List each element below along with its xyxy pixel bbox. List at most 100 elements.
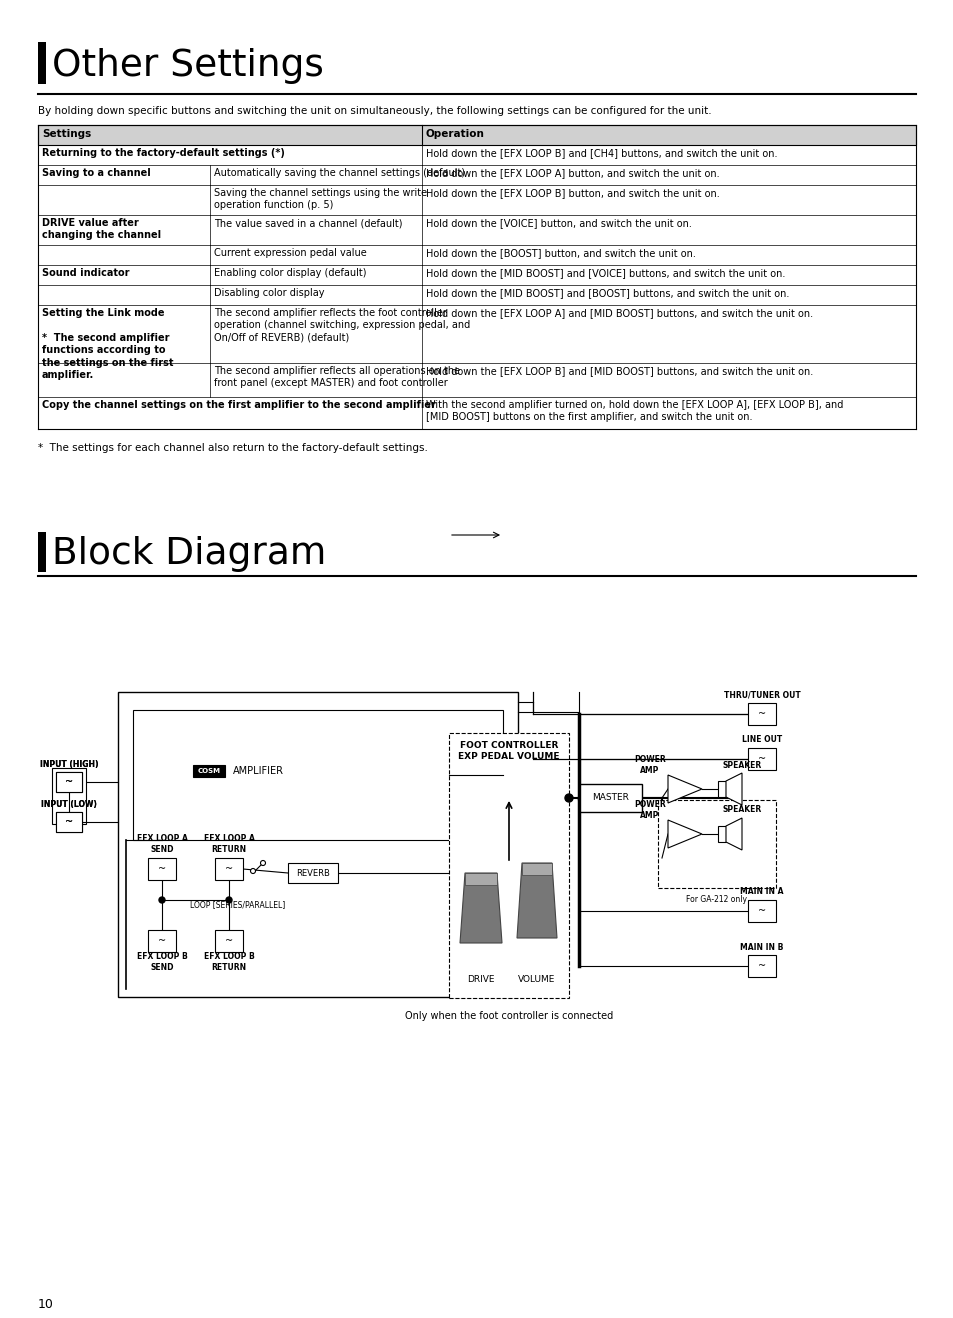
Bar	[56, 812, 82, 832]
Text: Sound indicator: Sound indicator	[42, 268, 130, 278]
Text: EFX LOOP A
RETURN: EFX LOOP A RETURN	[203, 834, 254, 854]
Text: INPUT (HIGH): INPUT (HIGH)	[40, 759, 98, 768]
Bar	[449, 733, 568, 998]
Bar	[148, 858, 175, 880]
Text: ~: ~	[65, 817, 73, 826]
Bar	[718, 826, 725, 842]
Polygon shape	[459, 873, 501, 942]
Text: ~: ~	[65, 817, 73, 826]
Text: For GA-212 only: For GA-212 only	[686, 895, 747, 904]
Text: Automatically saving the channel settings (default): Automatically saving the channel setting…	[213, 167, 465, 178]
Text: DRIVE: DRIVE	[467, 975, 495, 985]
Text: THRU/TUNER OUT: THRU/TUNER OUT	[723, 691, 800, 700]
Text: LOOP [SERIES/PARALLEL]: LOOP [SERIES/PARALLEL]	[190, 900, 285, 909]
Text: ~: ~	[65, 778, 73, 787]
Text: ~: ~	[757, 754, 765, 764]
Bar	[658, 800, 775, 888]
Bar	[118, 692, 517, 996]
Polygon shape	[667, 775, 701, 803]
Text: Disabling color display: Disabling color display	[213, 289, 324, 298]
Bar	[747, 956, 775, 977]
Text: COSM: COSM	[197, 768, 220, 774]
Text: INPUT (HIGH): INPUT (HIGH)	[40, 759, 98, 768]
Bar	[38, 532, 46, 572]
Text: Hold down the [EFX LOOP A] button, and switch the unit on.: Hold down the [EFX LOOP A] button, and s…	[426, 167, 719, 178]
Text: Hold down the [EFX LOOP B] and [CH4] buttons, and switch the unit on.: Hold down the [EFX LOOP B] and [CH4] but…	[426, 148, 777, 158]
Circle shape	[260, 861, 265, 866]
Circle shape	[251, 869, 255, 874]
Text: Saving to a channel: Saving to a channel	[42, 167, 151, 178]
Bar	[747, 900, 775, 923]
Polygon shape	[725, 818, 741, 850]
Text: Hold down the [MID BOOST] and [BOOST] buttons, and switch the unit on.: Hold down the [MID BOOST] and [BOOST] bu…	[426, 289, 788, 298]
Text: Copy the channel settings on the first amplifier to the second amplifier: Copy the channel settings on the first a…	[42, 399, 436, 410]
Bar	[56, 812, 82, 832]
Bar	[52, 768, 86, 824]
Text: MAIN IN B: MAIN IN B	[740, 942, 782, 952]
Bar	[747, 702, 775, 725]
Text: SPEAKER: SPEAKER	[721, 760, 760, 770]
Text: ~: ~	[757, 961, 765, 971]
Circle shape	[159, 898, 165, 903]
Text: Hold down the [VOICE] button, and switch the unit on.: Hold down the [VOICE] button, and switch…	[426, 217, 691, 228]
Bar	[132, 710, 502, 840]
Text: Setting the Link mode

*  The second amplifier
functions according to
the settin: Setting the Link mode * The second ampli…	[42, 308, 173, 380]
Bar	[214, 858, 243, 880]
Text: MASTER: MASTER	[592, 793, 629, 803]
Text: Hold down the [BOOST] button, and switch the unit on.: Hold down the [BOOST] button, and switch…	[426, 248, 695, 258]
Polygon shape	[725, 772, 741, 805]
Bar	[193, 764, 225, 778]
Text: SPEAKER: SPEAKER	[721, 805, 760, 815]
Text: 10: 10	[38, 1298, 53, 1311]
Text: Hold down the [EFX LOOP A] and [MID BOOST] buttons, and switch the unit on.: Hold down the [EFX LOOP A] and [MID BOOS…	[426, 308, 812, 318]
Text: Hold down the [EFX LOOP B] and [MID BOOST] buttons, and switch the unit on.: Hold down the [EFX LOOP B] and [MID BOOS…	[426, 366, 812, 376]
Text: Block Diagram: Block Diagram	[52, 536, 326, 572]
Text: REVERB: REVERB	[295, 869, 330, 878]
Bar	[56, 772, 82, 792]
Text: EFX LOOP A
SEND: EFX LOOP A SEND	[136, 834, 187, 854]
Bar	[579, 784, 641, 812]
Text: ~: ~	[757, 709, 765, 720]
Text: POWER
AMP: POWER AMP	[634, 755, 665, 775]
Text: ~: ~	[225, 936, 233, 946]
Text: ~: ~	[158, 865, 166, 874]
Circle shape	[564, 793, 573, 801]
Text: POWER
AMP: POWER AMP	[634, 800, 665, 820]
Text: INPUT (LOW): INPUT (LOW)	[41, 800, 97, 808]
Text: By holding down specific buttons and switching the unit on simultaneously, the f: By holding down specific buttons and swi…	[38, 105, 711, 116]
Polygon shape	[667, 820, 701, 847]
Polygon shape	[517, 863, 557, 938]
Bar	[718, 782, 725, 797]
Text: Current expression pedal value: Current expression pedal value	[213, 248, 366, 258]
Text: *  The settings for each channel also return to the factory-default settings.: * The settings for each channel also ret…	[38, 443, 428, 453]
Text: Enabling color display (default): Enabling color display (default)	[213, 268, 366, 278]
Text: Hold down the [MID BOOST] and [VOICE] buttons, and switch the unit on.: Hold down the [MID BOOST] and [VOICE] bu…	[426, 268, 784, 278]
Text: AMPLIFIER: AMPLIFIER	[233, 766, 284, 776]
Text: Operation: Operation	[426, 129, 484, 138]
Text: ~: ~	[65, 778, 73, 787]
Polygon shape	[521, 863, 552, 875]
Text: ~: ~	[757, 905, 765, 916]
Text: Only when the foot controller is connected: Only when the foot controller is connect…	[404, 1011, 613, 1021]
Bar	[747, 749, 775, 770]
Text: Hold down the [EFX LOOP B] button, and switch the unit on.: Hold down the [EFX LOOP B] button, and s…	[426, 188, 719, 198]
Bar	[449, 733, 568, 998]
Bar	[38, 42, 46, 84]
Text: With the second amplifier turned on, hold down the [EFX LOOP A], [EFX LOOP B], a: With the second amplifier turned on, hol…	[426, 399, 842, 422]
Text: FOOT CONTROLLER
EXP PEDAL VOLUME: FOOT CONTROLLER EXP PEDAL VOLUME	[457, 741, 559, 760]
Text: MAIN IN A: MAIN IN A	[740, 887, 783, 896]
Text: EFX LOOP B
SEND: EFX LOOP B SEND	[136, 953, 187, 971]
Text: Other Settings: Other Settings	[52, 47, 323, 84]
Text: EFX LOOP B
RETURN: EFX LOOP B RETURN	[203, 953, 254, 971]
Bar	[56, 772, 82, 792]
Bar	[288, 863, 337, 883]
Text: The value saved in a channel (default): The value saved in a channel (default)	[213, 217, 402, 228]
Text: The second amplifier reflects all operations on the
front panel (except MASTER) : The second amplifier reflects all operat…	[213, 366, 459, 389]
Bar	[148, 931, 175, 952]
Text: Returning to the factory-default settings (*): Returning to the factory-default setting…	[42, 148, 285, 158]
Text: Settings: Settings	[42, 129, 91, 138]
Bar	[214, 931, 243, 952]
Text: INPUT (LOW): INPUT (LOW)	[41, 800, 97, 808]
Bar	[38, 125, 915, 145]
Text: VOLUME: VOLUME	[517, 975, 555, 985]
